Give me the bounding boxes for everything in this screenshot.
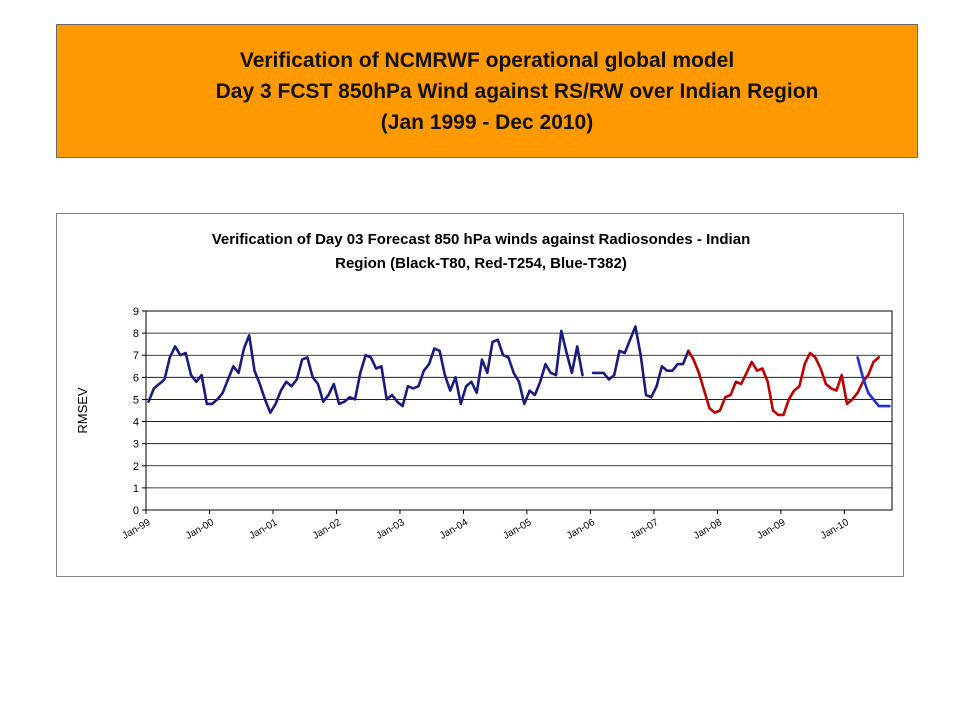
x-tick-label-0: Jan-99 bbox=[121, 517, 153, 542]
series-0-line-1 bbox=[591, 325, 690, 399]
y-axis-label: RMSEV bbox=[75, 387, 90, 434]
page-title-line-3: (Jan 1999 - Dec 2010) bbox=[380, 110, 594, 134]
chart-title: Verification of Day 03 Forecast 850 hPa … bbox=[57, 228, 905, 276]
page-title-line-1: Verification of NCMRWF operational globa… bbox=[239, 48, 735, 72]
y-tick-label-5: 5 bbox=[133, 394, 139, 406]
x-tick-label-11: Jan-10 bbox=[819, 517, 851, 542]
chart-frame: Verification of Day 03 Forecast 850 hPa … bbox=[56, 213, 904, 577]
y-tick-label-7: 7 bbox=[133, 350, 139, 362]
x-tick-label-1: Jan-00 bbox=[184, 517, 216, 542]
x-tick-label-6: Jan-05 bbox=[501, 517, 533, 542]
y-tick-label-2: 2 bbox=[133, 461, 139, 473]
x-tick-label-4: Jan-03 bbox=[374, 517, 406, 542]
x-tick-label-9: Jan-08 bbox=[692, 517, 724, 542]
y-tick-label-1: 1 bbox=[133, 483, 139, 495]
series-1-line-0 bbox=[686, 349, 881, 417]
x-tick-label-7: Jan-06 bbox=[565, 517, 597, 542]
series-2-line-0 bbox=[856, 356, 891, 408]
chart-title-line-2: Region (Black-T80, Red-T254, Blue-T382) bbox=[335, 255, 627, 272]
y-tick-label-3: 3 bbox=[133, 439, 139, 451]
x-tick-label-10: Jan-09 bbox=[755, 517, 787, 542]
page-title-banner: Verification of NCMRWF operational globa… bbox=[56, 24, 918, 158]
x-tick-label-3: Jan-02 bbox=[311, 517, 343, 542]
y-tick-label-0: 0 bbox=[133, 505, 139, 517]
y-tick-label-6: 6 bbox=[133, 372, 139, 384]
y-tick-label-8: 8 bbox=[133, 328, 139, 340]
x-tick-label-2: Jan-01 bbox=[247, 517, 279, 542]
plot-area bbox=[145, 310, 893, 511]
x-tick-label-5: Jan-04 bbox=[438, 517, 470, 542]
y-tick-label-4: 4 bbox=[133, 417, 139, 429]
page-title-line-2: Day 3 FCST 850hPa Wind against RS/RW ove… bbox=[215, 79, 819, 103]
y-tick-label-9: 9 bbox=[133, 306, 139, 318]
x-tick-label-8: Jan-07 bbox=[628, 517, 660, 542]
line-chart: 0 1 2 3 4 5 6 7 8 9 Jan-99 Jan-00 Jan-01 Jan-02 Jan-03… bbox=[75, 306, 893, 542]
series-0-line-0 bbox=[147, 329, 584, 414]
chart-title-line-1: Verification of Day 03 Forecast 850 hPa … bbox=[211, 231, 751, 248]
